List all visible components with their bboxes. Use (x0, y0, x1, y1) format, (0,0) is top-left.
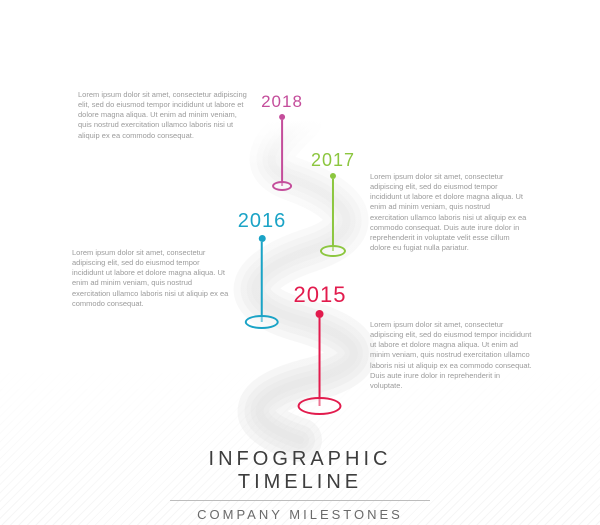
pin-dot-icon (259, 235, 266, 242)
milestone-2016: 2016 (238, 210, 287, 329)
pin-line (332, 179, 334, 251)
year-label: 2016 (238, 210, 287, 233)
year-label: 2017 (311, 150, 355, 171)
pin-base-icon (245, 315, 279, 329)
pin-line (319, 318, 321, 406)
pin-base-icon (320, 245, 346, 257)
title-rule (170, 500, 430, 501)
pin-base-icon (298, 397, 342, 415)
milestone-2018: 2018 (261, 92, 303, 191)
pin-line (281, 120, 283, 186)
textblock-tb2015: Lorem ipsum dolor sit amet, consectetur … (370, 320, 532, 391)
title-sub: COMPANY MILESTONES (150, 507, 450, 522)
milestone-2015: 2015 (294, 282, 347, 415)
year-label: 2018 (261, 92, 303, 112)
pin-line (261, 242, 263, 322)
textblock-tb2018: Lorem ipsum dolor sit amet, consectetur … (78, 90, 248, 141)
milestone-2017: 2017 (311, 150, 355, 257)
textblock-tb2017: Lorem ipsum dolor sit amet, consectetur … (370, 172, 530, 253)
title-block: INFOGRAPHIC TIMELINE COMPANY MILESTONES (150, 448, 450, 522)
pin-base-icon (272, 181, 292, 191)
year-label: 2015 (294, 282, 347, 308)
pin-dot-icon (316, 310, 324, 318)
title-main: INFOGRAPHIC TIMELINE (150, 448, 450, 494)
infographic-canvas: 2015 2016 2017 2018 Lorem ipsum dolor sit a… (0, 0, 600, 525)
textblock-tb2016: Lorem ipsum dolor sit amet, consectetur … (72, 248, 232, 309)
